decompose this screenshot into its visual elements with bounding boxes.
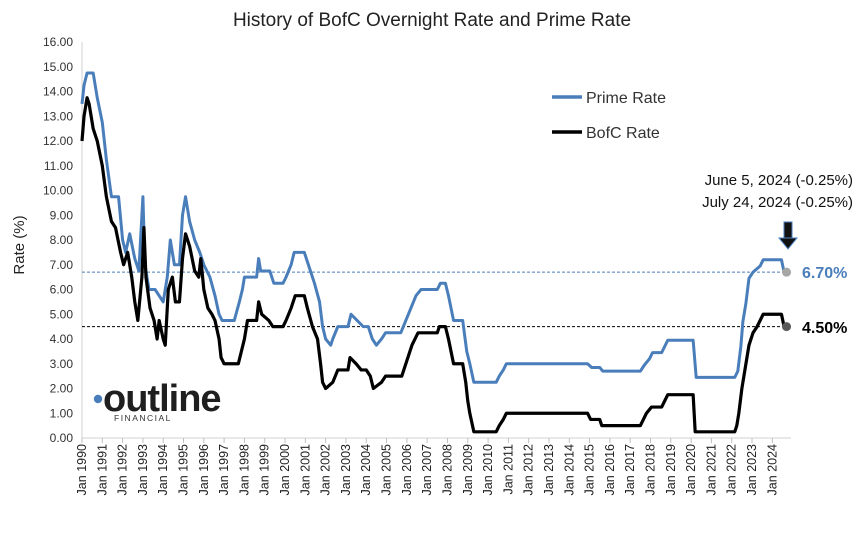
x-tick-label: Jan 2009	[461, 444, 475, 495]
series-line-prime-rate	[80, 71, 787, 384]
series-line-bofc-rate	[80, 96, 787, 434]
x-tick-label: Jan 2001	[298, 444, 312, 495]
x-tick-label: Jan 2012	[522, 444, 536, 495]
x-tick-label: Jan 2004	[359, 444, 373, 495]
y-tick-label: 11.00	[44, 159, 73, 173]
end-label-bofc: 4.50%	[802, 320, 847, 337]
x-tick-label: Jan 2008	[440, 444, 454, 495]
x-tick-label: Jan 2016	[603, 444, 617, 495]
end-marker-prime	[782, 267, 792, 277]
y-axis: 0.00 1.00 2.00 3.00 4.00 5.00 6.00 7.00 8.00 9.00…	[43, 35, 83, 445]
logo-dot-icon	[93, 394, 103, 404]
y-tick-label: 7.00	[50, 258, 74, 272]
x-tick-label: Jan 2014	[562, 444, 576, 495]
y-tick-label: 12.00	[43, 134, 73, 148]
y-axis-label: Rate (%)	[11, 215, 28, 274]
y-tick-label: 2.00	[50, 382, 74, 396]
x-tick-label: Jan 1995	[177, 444, 191, 495]
outline-financial-logo: outline FINANCIAL	[93, 378, 222, 423]
legend-label-bofc: BofC Rate	[586, 125, 660, 142]
x-tick-label: Jan 2002	[319, 444, 333, 495]
y-tick-label: 5.00	[50, 307, 74, 321]
series-lines	[80, 71, 787, 434]
legend-label-prime: Prime Rate	[586, 90, 666, 107]
y-tick-label: 10.00	[43, 184, 73, 198]
x-tick-label: Jan 1998	[237, 444, 251, 495]
x-tick-label: Jan 2006	[400, 444, 414, 495]
annotation-june-cut: June 5, 2024 (-0.25%)	[705, 172, 853, 189]
y-tick-label: 14.00	[43, 85, 73, 99]
end-markers	[782, 267, 792, 332]
x-tick-label: Jan 2011	[501, 444, 515, 495]
logo-wordmark: outline	[103, 378, 221, 420]
y-tick-label: 13.00	[43, 109, 73, 123]
x-tick-label: Jan 2015	[583, 444, 597, 495]
down-arrow-icon	[777, 221, 799, 250]
y-tick-label: 6.00	[50, 283, 74, 297]
x-tick-label: Jan 2005	[380, 444, 394, 495]
x-tick-label: Jan 2023	[745, 444, 759, 495]
y-tick-label: 1.00	[50, 406, 74, 420]
x-tick-label: Jan 1993	[136, 444, 150, 495]
annotations: June 5, 2024 (-0.25%) July 24, 2024 (-0.…	[702, 172, 853, 250]
y-tick-label: 8.00	[50, 233, 74, 247]
y-tick-label: 15.00	[43, 60, 73, 74]
y-tick-label: 9.00	[50, 208, 74, 222]
end-labels: 6.70% 4.50%	[802, 265, 847, 337]
reference-lines	[82, 271, 791, 328]
x-tick-label: Jan 2007	[420, 444, 434, 495]
end-label-prime: 6.70%	[802, 265, 847, 282]
logo-subtitle: FINANCIAL	[114, 413, 172, 423]
x-tick-label: Jan 2022	[725, 444, 739, 495]
x-tick-label: Jan 1999	[258, 444, 272, 495]
x-tick-label: Jan 2020	[684, 444, 698, 495]
y-tick-label: 0.00	[50, 431, 74, 445]
end-marker-bofc	[782, 322, 792, 332]
x-tick-label: Jan 2024	[765, 444, 779, 495]
y-tick-label: 3.00	[50, 357, 74, 371]
legend: Prime Rate BofC Rate	[552, 90, 666, 142]
x-tick-label: Jan 2013	[542, 444, 556, 495]
x-tick-label: Jan 1990	[75, 444, 89, 495]
x-tick-label: Jan 2019	[664, 444, 678, 495]
x-tick-label: Jan 2000	[278, 444, 292, 495]
x-axis: Jan 1990 Jan 1991 Jan 1992 Jan 1993 Jan 1994…	[75, 437, 791, 495]
x-tick-label: Jan 1996	[197, 444, 211, 495]
x-tick-label: Jan 1994	[156, 444, 170, 495]
x-tick-label: Jan 1991	[95, 444, 109, 495]
x-tick-label: Jan 2021	[704, 444, 718, 495]
x-tick-label: Jan 2018	[643, 444, 657, 495]
x-tick-label: Jan 1992	[116, 444, 130, 495]
x-tick-label: Jan 1997	[217, 444, 231, 495]
chart-title: History of BofC Overnight Rate and Prime…	[233, 10, 631, 31]
x-tick-label: Jan 2010	[481, 444, 495, 495]
x-tick-label: Jan 2003	[339, 444, 353, 495]
y-tick-label: 16.00	[43, 35, 73, 49]
annotation-july-cut: July 24, 2024 (-0.25%)	[702, 194, 853, 211]
x-tick-label: Jan 2017	[623, 444, 637, 495]
y-tick-label: 4.00	[50, 332, 74, 346]
